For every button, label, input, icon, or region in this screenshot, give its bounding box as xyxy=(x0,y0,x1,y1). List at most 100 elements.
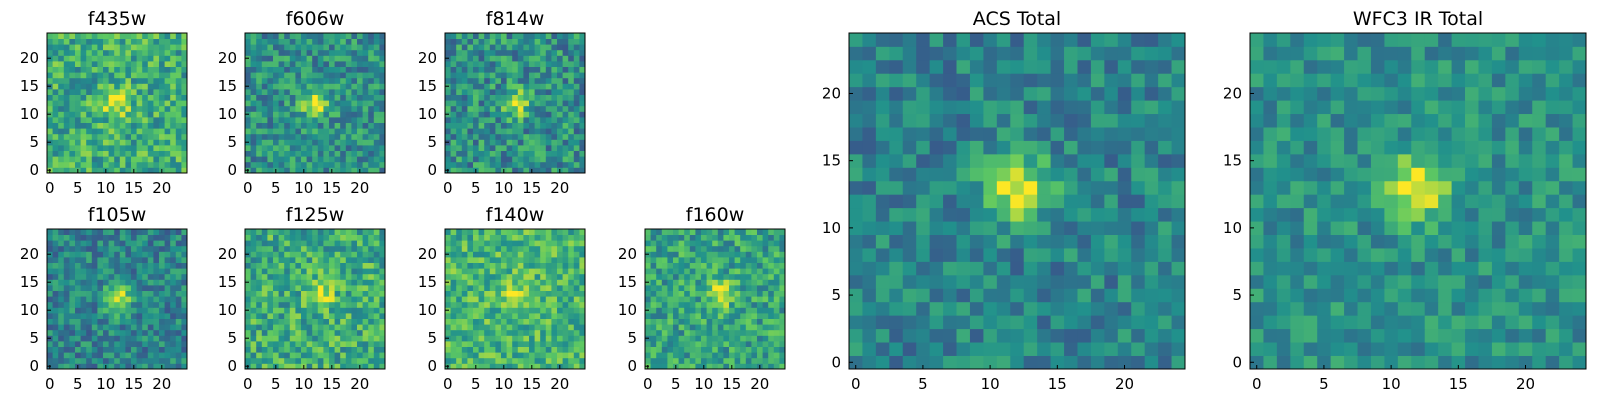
heatmap-cell xyxy=(969,221,984,235)
heatmap-cell xyxy=(1010,261,1025,276)
heatmap-cell xyxy=(523,49,530,56)
heatmap-cell xyxy=(1037,288,1051,303)
heatmap-cell xyxy=(357,352,363,359)
heatmap-cell xyxy=(379,150,386,157)
heatmap-cell xyxy=(159,329,165,336)
heatmap-cell xyxy=(757,257,763,263)
heatmap-cell xyxy=(461,55,468,62)
heatmap-cell xyxy=(368,55,375,62)
heatmap-cell xyxy=(706,307,713,314)
heatmap-cell xyxy=(579,352,586,359)
heatmap-cell xyxy=(278,122,285,129)
heatmap-cell xyxy=(467,357,474,364)
heatmap-cell xyxy=(706,341,713,347)
heatmap-cell xyxy=(159,262,165,269)
heatmap-cell xyxy=(75,262,81,269)
heatmap-cell xyxy=(357,128,363,135)
heatmap-cell xyxy=(125,296,132,303)
heatmap-cell xyxy=(80,128,87,135)
heatmap-cell xyxy=(779,313,786,319)
heatmap-cell xyxy=(114,285,121,291)
heatmap-cell xyxy=(334,240,341,247)
heatmap-cell xyxy=(723,296,730,303)
heatmap-cell xyxy=(362,77,369,84)
heatmap-cell xyxy=(58,313,65,319)
heatmap-cell xyxy=(529,240,535,247)
heatmap-cell xyxy=(267,296,274,303)
heatmap-cell xyxy=(551,61,558,67)
heatmap-cell xyxy=(495,301,502,308)
heatmap-cell xyxy=(175,329,182,336)
heatmap-cell xyxy=(461,352,468,359)
heatmap-cell xyxy=(512,341,519,347)
heatmap-cell xyxy=(1104,127,1119,141)
heatmap-cell xyxy=(740,273,747,280)
heatmap-cell xyxy=(75,49,81,56)
heatmap-cell xyxy=(445,341,451,347)
heatmap-cell xyxy=(312,279,319,286)
heatmap-cell xyxy=(267,290,274,297)
y-tick-label: 15 xyxy=(20,77,39,95)
heatmap-cell xyxy=(373,100,380,107)
heatmap-cell xyxy=(568,341,575,347)
heatmap-cell xyxy=(534,128,541,135)
heatmap-cell xyxy=(91,139,98,146)
heatmap-cell xyxy=(579,117,586,123)
heatmap-cell xyxy=(717,279,724,286)
heatmap-cell xyxy=(661,273,668,280)
heatmap-cell xyxy=(701,335,707,342)
axes-frame xyxy=(444,228,586,370)
heatmap-cell xyxy=(108,245,115,252)
heatmap-cell xyxy=(368,117,375,123)
heatmap-cell xyxy=(159,257,165,263)
heatmap-cell xyxy=(529,335,535,342)
heatmap-cell xyxy=(289,313,296,319)
heatmap-cell xyxy=(245,38,251,45)
heatmap-cell xyxy=(501,329,507,336)
heatmap-cell xyxy=(506,363,513,370)
heatmap-cell xyxy=(340,111,347,118)
heatmap-cell xyxy=(661,346,668,353)
x-tick-label: 5 xyxy=(271,375,281,393)
heatmap-cell xyxy=(729,307,735,314)
heatmap-cell xyxy=(136,352,143,359)
x-tick-label: 20 xyxy=(152,375,171,393)
heatmap-cell xyxy=(261,61,268,67)
heatmap-cell xyxy=(97,83,104,90)
heatmap-cell xyxy=(579,234,586,241)
heatmap-cell xyxy=(256,100,263,107)
heatmap-cell xyxy=(329,44,335,51)
heatmap-cell xyxy=(996,328,1011,343)
heatmap-cell xyxy=(245,105,251,112)
heatmap-cell xyxy=(312,145,319,151)
heatmap-cell xyxy=(557,329,563,336)
heatmap-cell xyxy=(295,245,302,252)
y-tick-label: 15 xyxy=(618,273,637,291)
heatmap-cell xyxy=(267,94,274,101)
heatmap-cell xyxy=(450,89,457,95)
heatmap-cell xyxy=(103,307,109,314)
heatmap-cell xyxy=(489,38,496,45)
heatmap-cell xyxy=(164,234,171,241)
heatmap-cell xyxy=(125,363,132,370)
heatmap-cell xyxy=(47,234,53,241)
heatmap-cell xyxy=(1171,288,1186,303)
heatmap-cell xyxy=(47,145,53,151)
heatmap-cell xyxy=(97,150,104,157)
heatmap-cell xyxy=(119,279,126,286)
heatmap-cell xyxy=(656,357,663,364)
heatmap-cell xyxy=(181,122,188,129)
heatmap-cell xyxy=(545,352,552,359)
heatmap-cell xyxy=(445,268,451,275)
heatmap-cell xyxy=(273,273,279,280)
heatmap-cell xyxy=(478,122,485,129)
heatmap-cell xyxy=(484,156,491,163)
heatmap-cell xyxy=(489,229,496,235)
heatmap-cell xyxy=(159,72,165,79)
heatmap-cell xyxy=(63,285,70,291)
heatmap-cell xyxy=(729,251,735,258)
heatmap-cell xyxy=(1064,194,1078,209)
heatmap-cell xyxy=(745,324,752,331)
heatmap-cell xyxy=(345,363,352,370)
heatmap-cell xyxy=(551,89,558,95)
